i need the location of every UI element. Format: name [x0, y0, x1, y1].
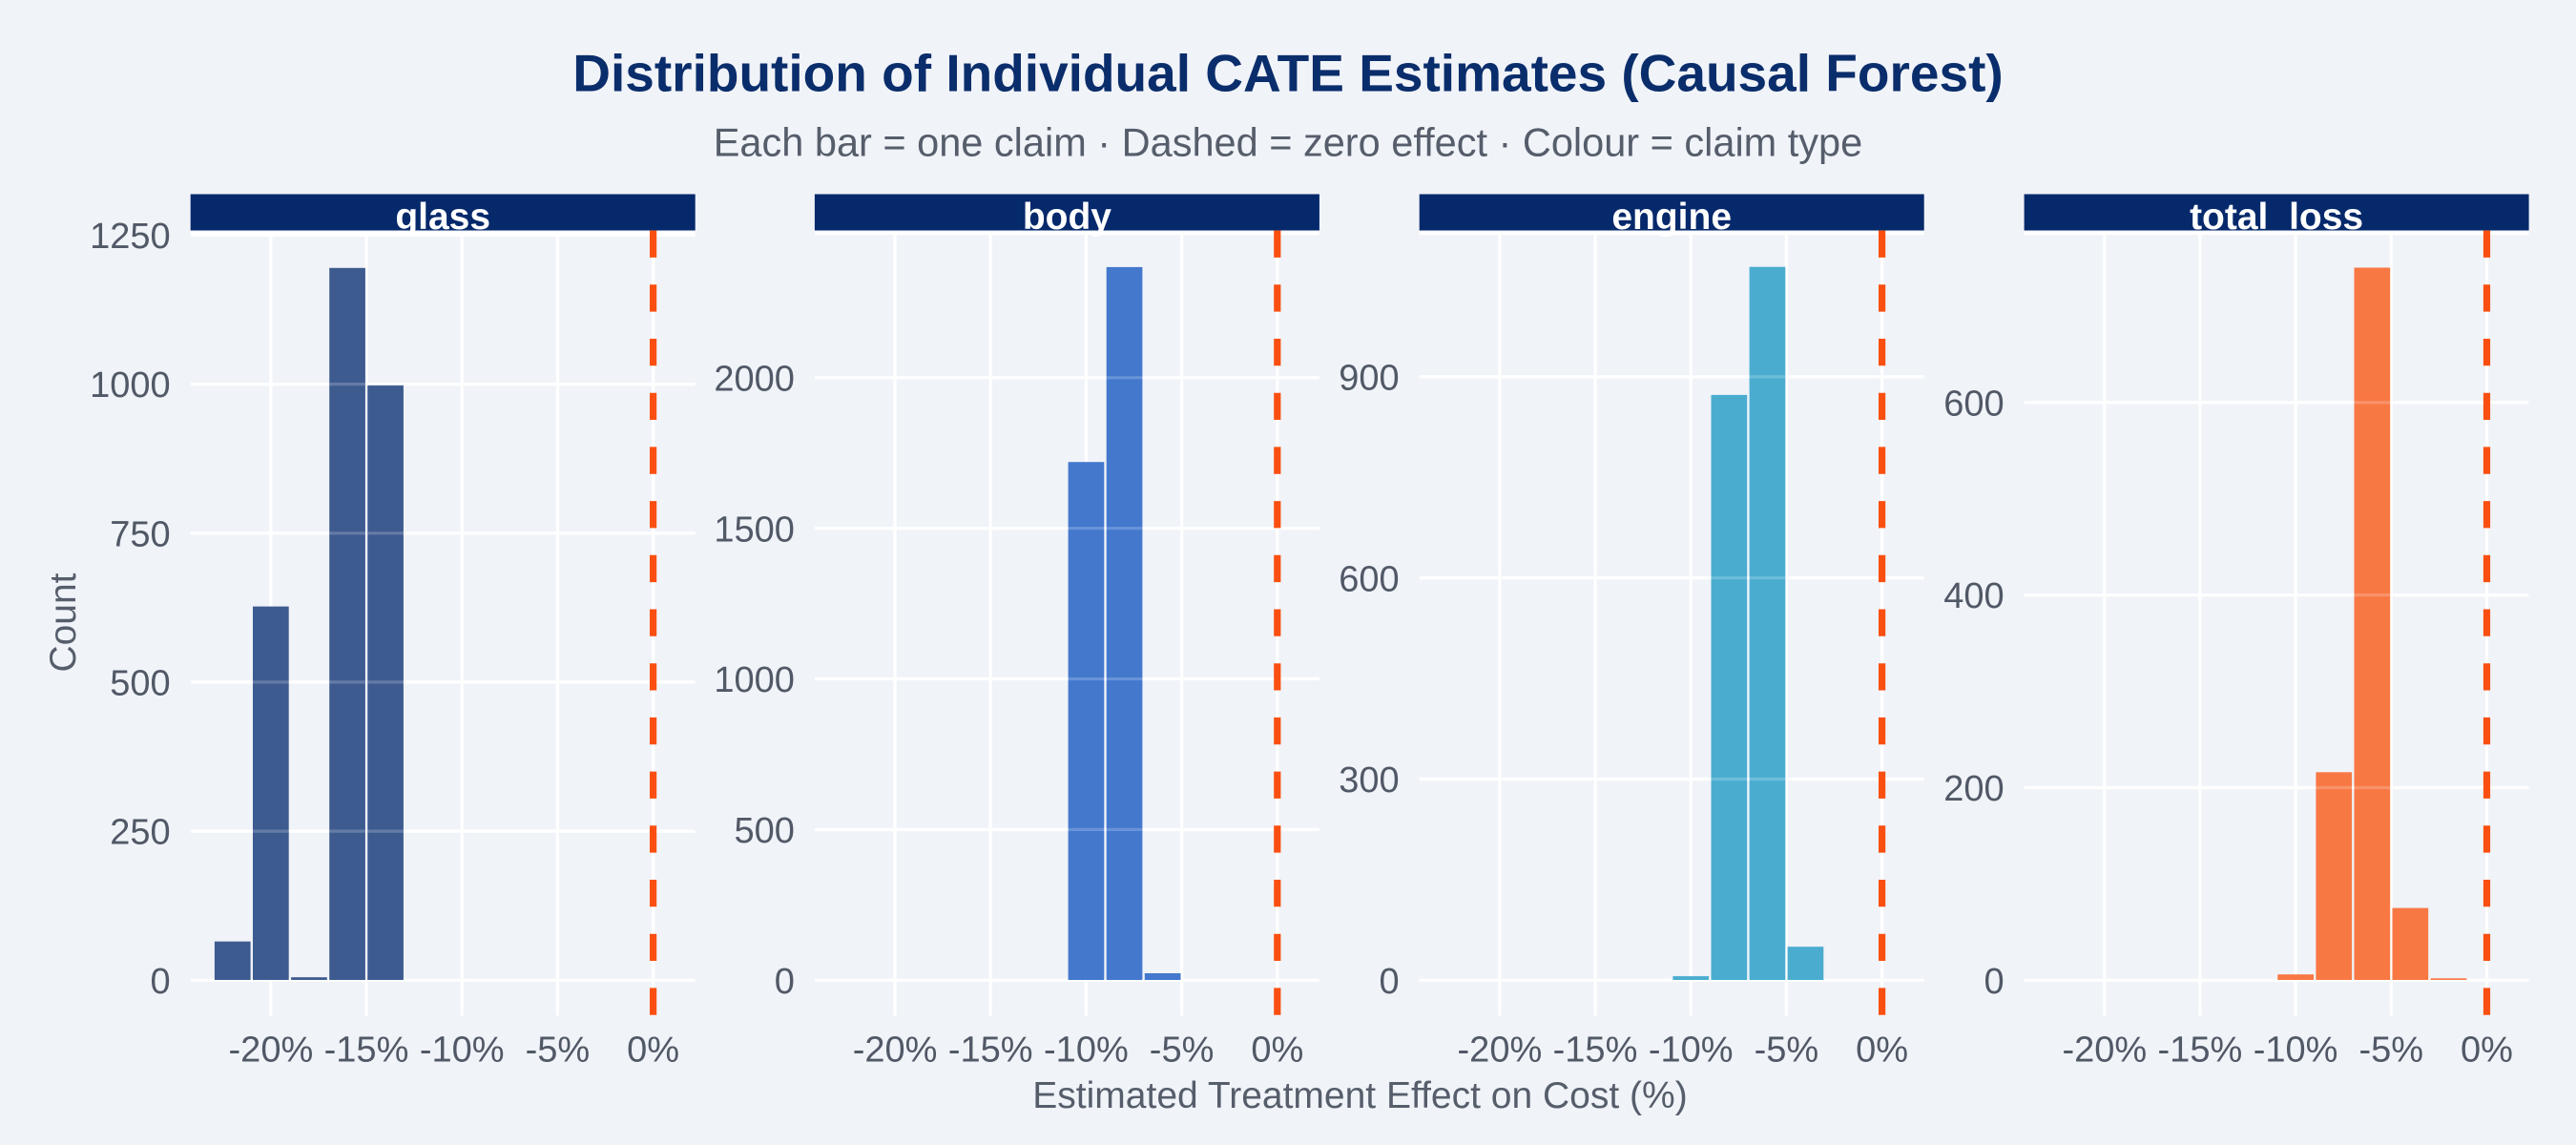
svg-text:600: 600	[1339, 559, 1399, 599]
svg-text:Each bar = one claim · Dashed: Each bar = one claim · Dashed = zero eff…	[714, 119, 1862, 164]
svg-text:0: 0	[1380, 962, 1400, 1002]
svg-text:600: 600	[1943, 384, 2004, 424]
svg-text:total_loss: total_loss	[2190, 197, 2363, 238]
svg-text:500: 500	[734, 811, 794, 851]
svg-text:1000: 1000	[714, 660, 795, 700]
svg-text:-15%: -15%	[2158, 1030, 2243, 1071]
svg-text:400: 400	[1943, 576, 2004, 616]
svg-text:0%: 0%	[627, 1030, 679, 1071]
svg-text:-5%: -5%	[1755, 1030, 1819, 1071]
svg-text:0%: 0%	[1856, 1030, 1908, 1071]
svg-text:glass: glass	[395, 197, 490, 238]
svg-text:Count: Count	[43, 572, 84, 672]
svg-text:1000: 1000	[90, 365, 171, 406]
svg-text:0: 0	[1984, 962, 2004, 1002]
svg-text:1500: 1500	[714, 510, 795, 550]
svg-text:0: 0	[151, 962, 171, 1002]
svg-text:-10%: -10%	[1044, 1030, 1129, 1071]
svg-text:300: 300	[1339, 760, 1399, 801]
svg-text:-10%: -10%	[2254, 1030, 2338, 1071]
svg-text:-20%: -20%	[853, 1030, 938, 1071]
svg-text:0%: 0%	[2461, 1030, 2513, 1071]
svg-text:-20%: -20%	[2062, 1030, 2147, 1071]
svg-text:Estimated Treatment Effect on: Estimated Treatment Effect on Cost (%)	[1032, 1075, 1687, 1116]
svg-text:engine: engine	[1611, 197, 1732, 238]
svg-text:-5%: -5%	[526, 1030, 591, 1071]
svg-text:-15%: -15%	[948, 1030, 1033, 1071]
svg-text:-20%: -20%	[1458, 1030, 1543, 1071]
svg-text:-5%: -5%	[2359, 1030, 2424, 1071]
svg-text:750: 750	[110, 514, 170, 554]
svg-text:-10%: -10%	[1649, 1030, 1734, 1071]
svg-text:-15%: -15%	[1553, 1030, 1638, 1071]
svg-text:900: 900	[1339, 359, 1399, 399]
svg-text:-20%: -20%	[229, 1030, 314, 1071]
svg-text:0%: 0%	[1251, 1030, 1303, 1071]
svg-text:-15%: -15%	[324, 1030, 409, 1071]
svg-text:250: 250	[110, 813, 170, 853]
svg-text:200: 200	[1943, 769, 2004, 809]
svg-text:2000: 2000	[714, 359, 795, 399]
svg-text:1250: 1250	[90, 217, 171, 257]
svg-text:Distribution of Individual CAT: Distribution of Individual CATE Estimate…	[572, 43, 2003, 102]
svg-text:body: body	[1023, 197, 1111, 238]
svg-text:-10%: -10%	[420, 1030, 505, 1071]
svg-text:500: 500	[110, 664, 170, 704]
svg-text:-5%: -5%	[1150, 1030, 1215, 1071]
svg-text:0: 0	[775, 962, 795, 1002]
